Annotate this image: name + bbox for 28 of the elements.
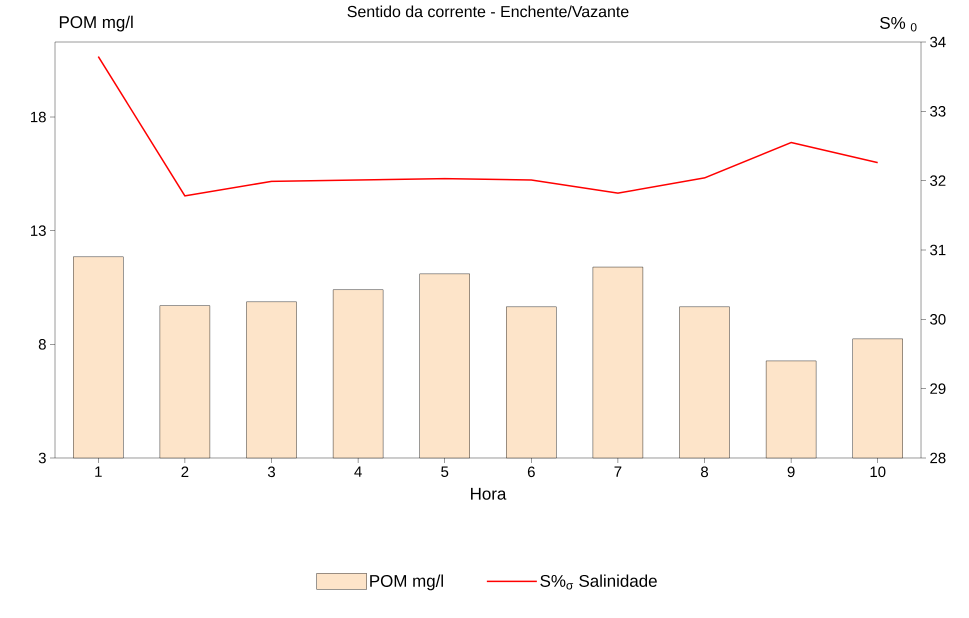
y2-axis-title: S% $_{0}$ bbox=[880, 16, 917, 32]
line-series bbox=[98, 56, 878, 197]
x-tick-label: 10 bbox=[870, 466, 886, 478]
y-tick-label: 13 bbox=[31, 225, 46, 236]
y2-tick-label: 34 bbox=[930, 36, 946, 48]
x-tick-label: 9 bbox=[788, 466, 795, 478]
y-tick-label: 18 bbox=[31, 112, 46, 122]
y-axis-title: POM mg/l bbox=[60, 16, 133, 32]
x-tick-label: 4 bbox=[354, 466, 362, 477]
y2-tick-label: 30 bbox=[930, 314, 946, 325]
x-tick-label: 5 bbox=[441, 466, 448, 477]
x-tick-label: 3 bbox=[268, 466, 276, 478]
x-axis-title: Hora bbox=[471, 488, 506, 500]
chart-title: Sentido da corrente - Enchente/Vazante bbox=[348, 6, 628, 18]
x-tick-label: 8 bbox=[701, 466, 708, 478]
legend-label: POM mg/l bbox=[370, 574, 443, 590]
x-tick-label: 1 bbox=[95, 466, 102, 477]
y2-tick-label: 33 bbox=[930, 106, 946, 117]
y-tick-label: 8 bbox=[38, 339, 46, 350]
x-tick-label: 7 bbox=[614, 466, 622, 477]
legend-label: S%$_{σ}$ Salinidade bbox=[540, 574, 657, 590]
y2-tick-label: 28 bbox=[930, 452, 946, 464]
y2-tick-label: 32 bbox=[930, 175, 946, 186]
y2-tick-label: 29 bbox=[930, 383, 946, 394]
y2-tick-label: 31 bbox=[930, 244, 946, 256]
x-tick-label: 2 bbox=[181, 466, 188, 477]
x-tick-label: 6 bbox=[528, 466, 535, 478]
y-tick-label: 3 bbox=[38, 452, 46, 464]
